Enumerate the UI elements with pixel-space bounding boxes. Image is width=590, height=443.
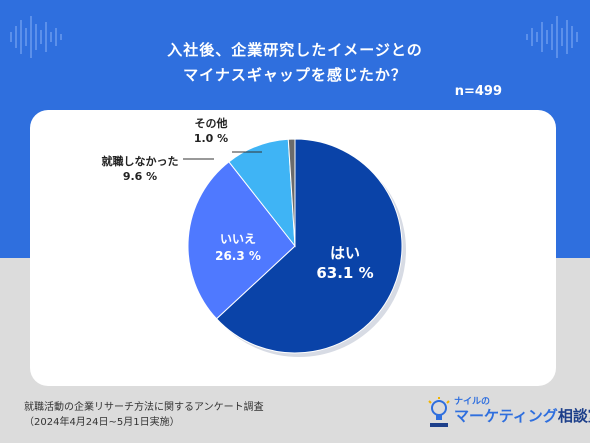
waveform-decoration-left — [10, 16, 62, 58]
slice-label-0: はい — [330, 244, 360, 262]
sample-size: n=499 — [454, 84, 502, 99]
slice-label-3: その他 — [195, 116, 228, 130]
slice-value-0: 63.1 % — [316, 264, 373, 282]
slice-label-1: いいえ — [220, 232, 256, 246]
pie-slice-0 — [215, 138, 403, 354]
survey-title: 就職活動の企業リサーチ方法に関するアンケート調査 — [24, 402, 264, 413]
survey-period: （2024年4月24日~5月1日実施） — [24, 417, 180, 428]
logo-prefix: ナイルの — [454, 397, 491, 407]
logo-main-text: マーケティング — [454, 407, 558, 425]
slice-value-1: 26.3 % — [215, 249, 261, 263]
waveform-decoration-right — [526, 16, 578, 58]
lightbulb-icon — [428, 397, 450, 427]
logo-text: マーケティング相談室 — [454, 405, 590, 426]
survey-note: 就職活動の企業リサーチ方法に関するアンケート調査 （2024年4月24日~5月1… — [24, 400, 264, 430]
slice-value-2: 9.6 % — [123, 170, 157, 183]
title-line-1: 入社後、企業研究したイメージとの — [167, 41, 423, 59]
pie-slice-3 — [287, 138, 296, 247]
pie-slice-1 — [187, 161, 296, 320]
title-line-2: マイナスギャップを感じたか？ — [183, 66, 407, 84]
slice-value-3: 1.0 % — [194, 132, 228, 145]
chart-title: 入社後、企業研究したイメージとの マイナスギャップを感じたか？ — [0, 38, 590, 88]
brand-logo: ナイルの マーケティング相談室 — [426, 394, 590, 434]
slice-label-2: 就職しなかった — [102, 154, 179, 168]
logo-suffix-text: 相談室 — [557, 407, 590, 425]
